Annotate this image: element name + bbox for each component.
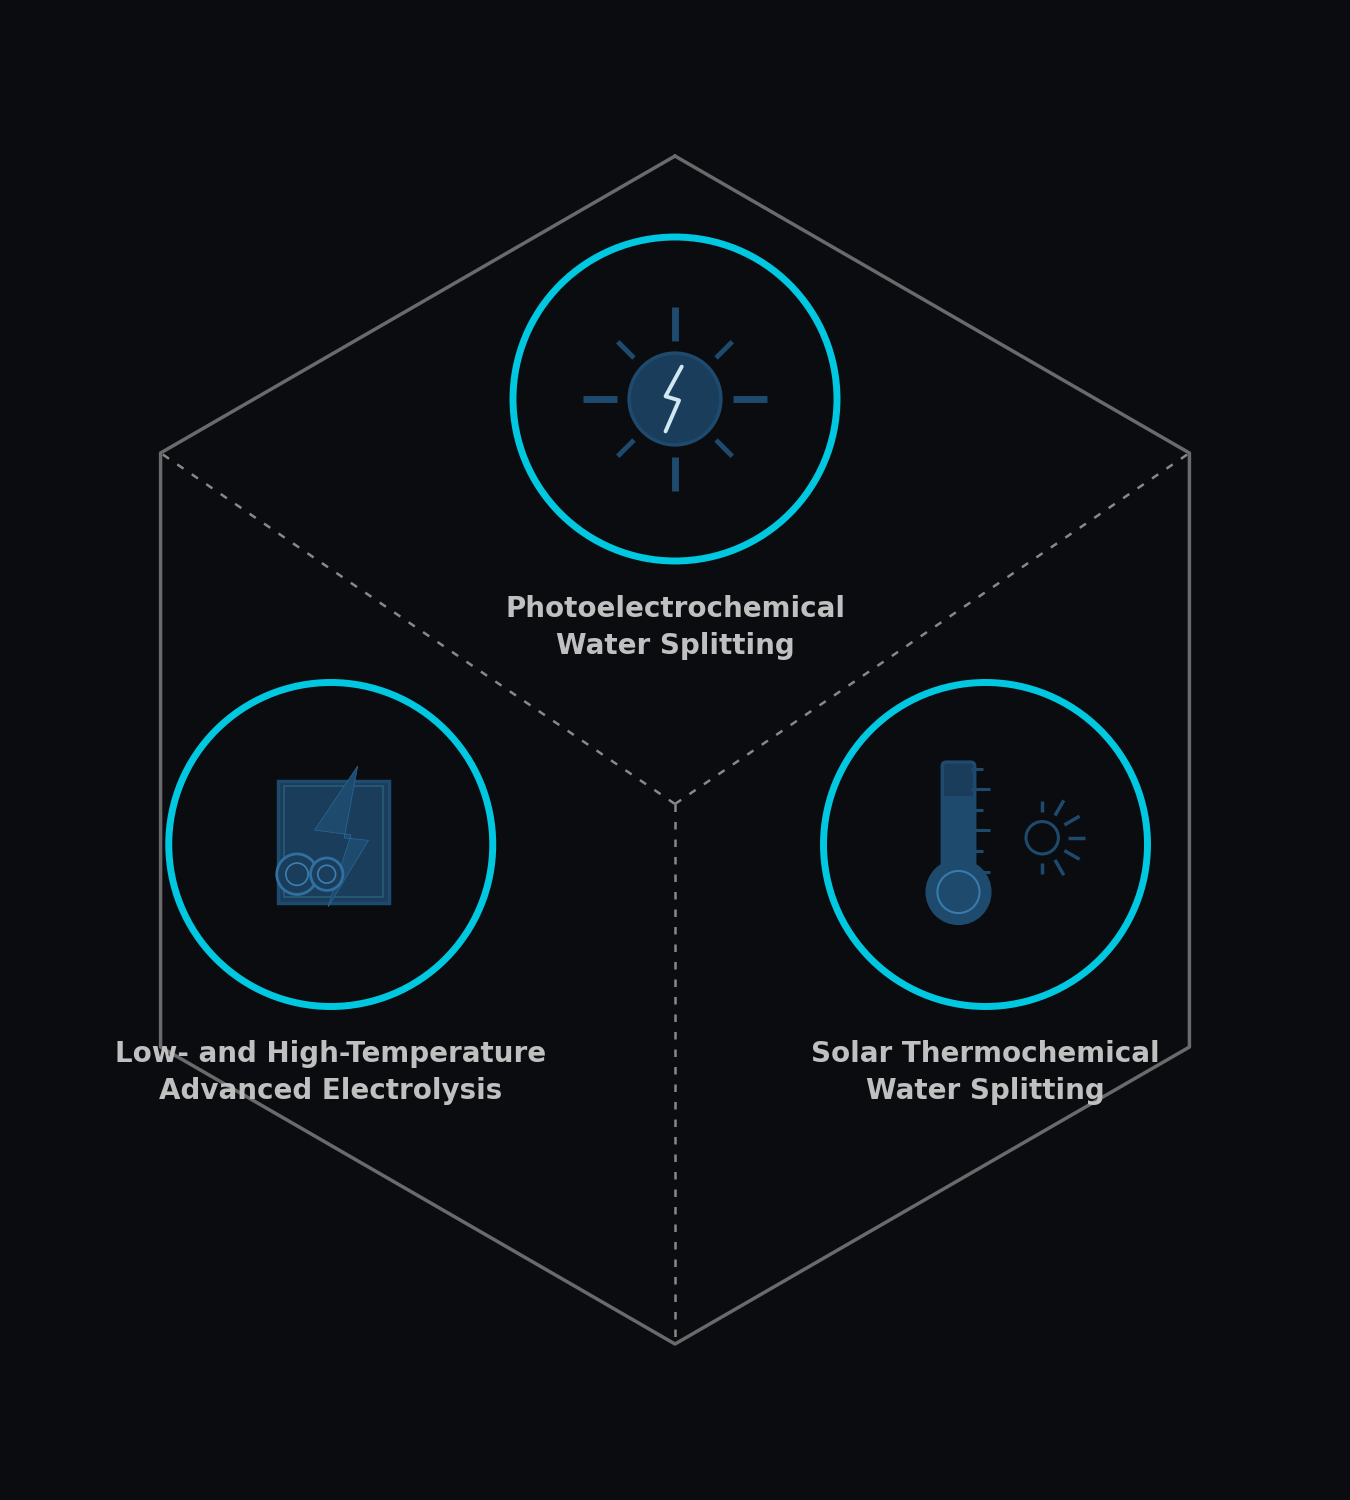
Polygon shape bbox=[315, 766, 369, 908]
Bar bbox=[278, 782, 389, 903]
Bar bbox=[278, 782, 389, 903]
Text: Low- and High-Temperature
Advanced Electrolysis: Low- and High-Temperature Advanced Elect… bbox=[115, 1041, 547, 1106]
Text: Solar Thermochemical
Water Splitting: Solar Thermochemical Water Splitting bbox=[811, 1041, 1160, 1106]
Text: Photoelectrochemical
Water Splitting: Photoelectrochemical Water Splitting bbox=[505, 594, 845, 660]
FancyBboxPatch shape bbox=[942, 762, 975, 886]
Circle shape bbox=[310, 858, 343, 891]
Circle shape bbox=[277, 853, 317, 894]
Circle shape bbox=[926, 859, 991, 924]
FancyBboxPatch shape bbox=[944, 796, 973, 885]
Circle shape bbox=[629, 352, 721, 446]
Bar bbox=[284, 786, 383, 897]
